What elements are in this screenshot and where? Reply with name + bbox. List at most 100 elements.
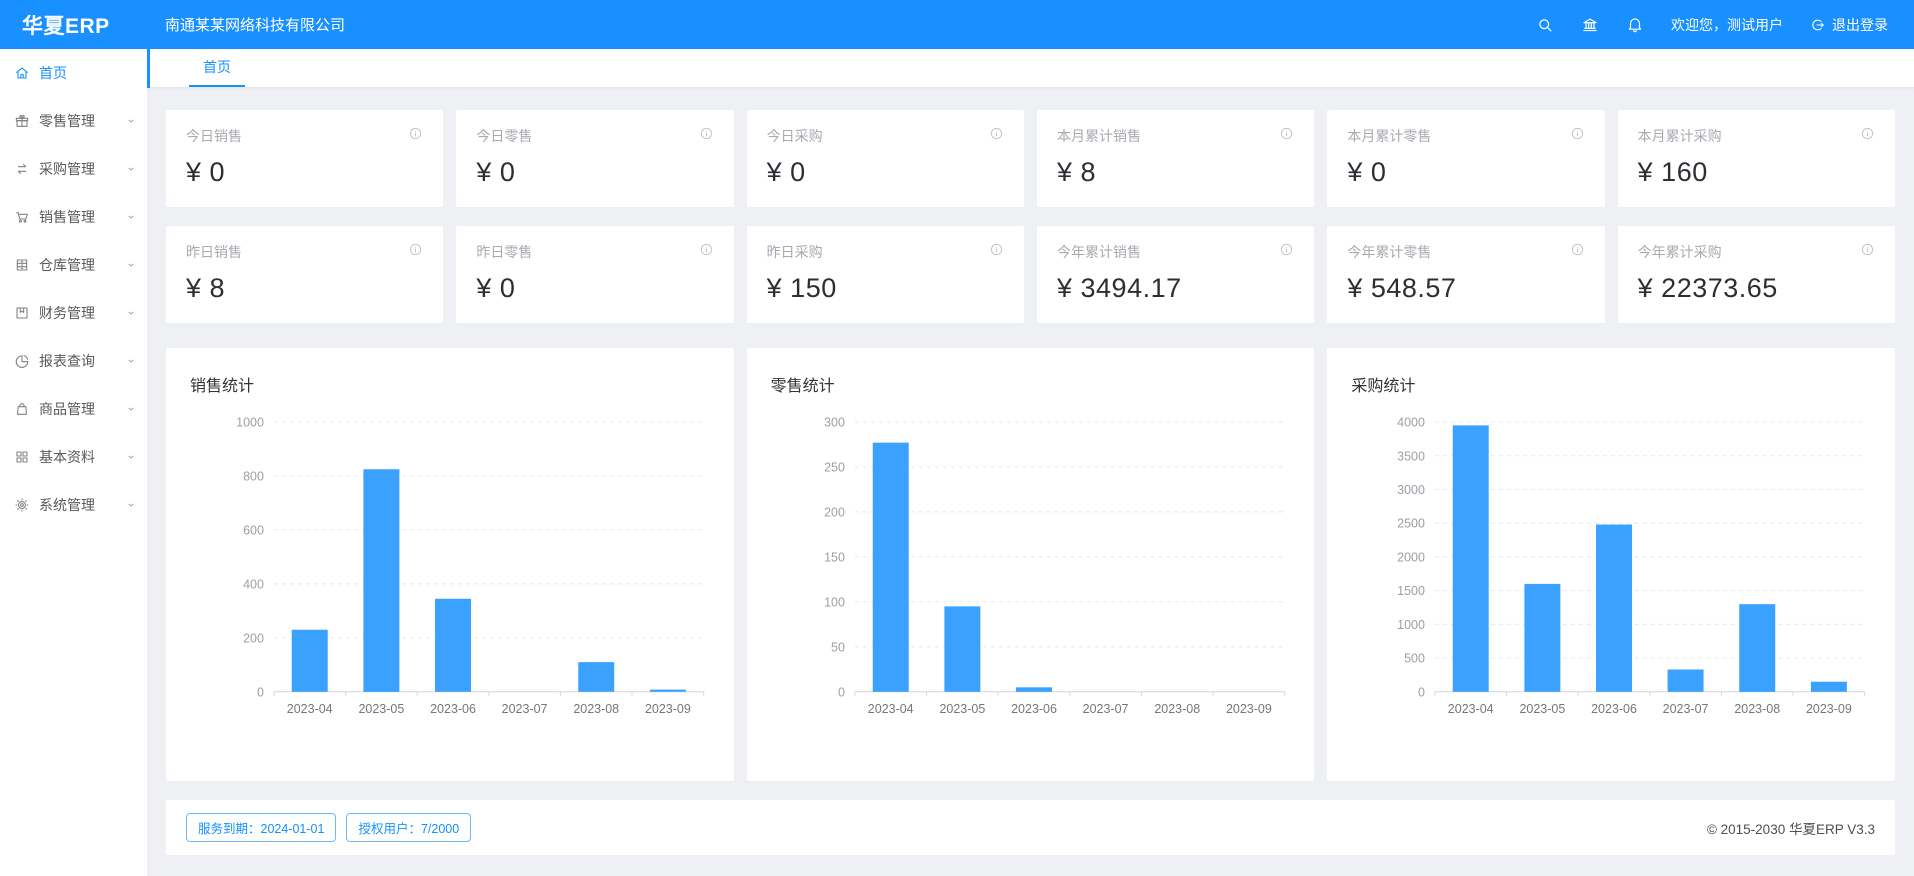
svg-text:0: 0 — [1418, 685, 1425, 699]
svg-text:2023-09: 2023-09 — [1226, 702, 1272, 716]
stat-card-month-sales: 本月累计销售 ¥ 8 — [1037, 110, 1315, 207]
sidebar-item-label: 系统管理 — [39, 497, 95, 513]
stat-value: ¥ 0 — [186, 157, 226, 187]
stat-value: ¥ 160 — [1637, 157, 1708, 187]
stat-card-today-purchase: 今日采购 ¥ 0 — [746, 110, 1024, 207]
stat-value: ¥ 3494.17 — [1057, 273, 1182, 303]
sales-chart-grid: 0 200 400 600 800 1000 — [236, 415, 705, 699]
stat-value: ¥ 8 — [1057, 157, 1097, 187]
sales-chart-bars: 2023-04 2023-05 2023-06 2023-07 2023-08 2023-… — [287, 469, 691, 716]
stat-card-header: 今日零售 — [476, 126, 713, 146]
sidebar-item-system[interactable]: 系统管理 — [0, 481, 147, 529]
chevron-down-icon — [125, 355, 137, 367]
top-bar-actions: 欢迎您，测试用户 退出登录 — [1536, 15, 1914, 35]
info-icon[interactable] — [699, 242, 714, 257]
stat-label: 今日零售 — [476, 128, 533, 144]
sales-chart-card: 销售统计 0 200 400 600 800 1000 2023-04 2023-05 2023-… — [166, 348, 734, 781]
svg-text:3500: 3500 — [1398, 449, 1426, 463]
gift-icon — [14, 113, 30, 129]
search-icon[interactable] — [1536, 16, 1554, 34]
sidebar-item-finance[interactable]: 财务管理 — [0, 289, 147, 337]
charts-grid: 销售统计 0 200 400 600 800 1000 2023-04 2023-05 2023-… — [166, 348, 1895, 781]
svg-text:2500: 2500 — [1398, 517, 1426, 531]
svg-text:2023-07: 2023-07 — [1663, 702, 1709, 716]
svg-text:1500: 1500 — [1398, 584, 1426, 598]
svg-text:300: 300 — [824, 415, 845, 429]
purchase-bar-2023-05 — [1524, 583, 1561, 692]
info-icon[interactable] — [1570, 242, 1585, 257]
svg-text:2023-07: 2023-07 — [1082, 702, 1128, 716]
stat-label: 本月累计采购 — [1637, 128, 1722, 144]
bag-icon — [14, 401, 30, 417]
stat-value: ¥ 22373.65 — [1637, 273, 1778, 303]
info-icon[interactable] — [408, 126, 423, 141]
stat-card-yesterday-sales: 昨日销售 ¥ 8 — [166, 226, 444, 323]
stat-card-header: 本月累计零售 — [1347, 126, 1584, 146]
sidebar: 首页 零售管理 采购管理 销售管理 仓库管理 财务管理 报表查询商品管理基本资料系统管理 — [0, 49, 147, 876]
bell-icon[interactable] — [1626, 16, 1644, 34]
sidebar-item-basic[interactable]: 基本资料 — [0, 433, 147, 481]
stat-label: 昨日零售 — [476, 244, 533, 260]
stat-card-yesterday-purchase: 昨日采购 ¥ 150 — [746, 226, 1024, 323]
sidebar-item-sales[interactable]: 销售管理 — [0, 193, 147, 241]
stat-value: ¥ 0 — [476, 157, 516, 187]
info-icon[interactable] — [989, 126, 1004, 141]
purchase-chart-card: 采购统计 0 500 1000 1500 2000 2500 3000 3500 4000 2023… — [1327, 348, 1895, 781]
svg-text:2023-04: 2023-04 — [287, 702, 333, 716]
chevron-down-icon — [125, 307, 137, 319]
svg-text:2023-09: 2023-09 — [1806, 702, 1852, 716]
chevron-down-icon — [125, 499, 137, 511]
sidebar-item-warehouse[interactable]: 仓库管理 — [0, 241, 147, 289]
tab-home[interactable]: 首页 — [189, 49, 245, 87]
top-bar: 华夏ERP 南通某某网络科技有限公司 欢迎您，测试用户 退出登录 — [0, 0, 1914, 49]
sales-bar-2023-04 — [291, 629, 328, 692]
app-logo[interactable]: 华夏ERP — [22, 14, 110, 38]
sidebar-item-label: 商品管理 — [39, 401, 95, 417]
svg-text:2023-06: 2023-06 — [430, 702, 476, 716]
stat-value: ¥ 0 — [1347, 157, 1387, 187]
info-icon[interactable] — [408, 242, 423, 257]
retail-bar-2023-06 — [1015, 687, 1052, 692]
svg-text:0: 0 — [257, 685, 264, 699]
svg-text:2023-08: 2023-08 — [573, 702, 619, 716]
purchase-bar-2023-07 — [1667, 669, 1704, 692]
stat-label: 本月累计零售 — [1347, 128, 1432, 144]
svg-text:2023-06: 2023-06 — [1591, 702, 1637, 716]
svg-text:2023-05: 2023-05 — [939, 702, 985, 716]
purchase-chart-bars: 2023-04 2023-05 2023-06 2023-07 2023-08 2023-… — [1448, 425, 1852, 716]
footer-badges: 服务到期：2024-01-01 授权用户：7/2000 — [186, 813, 472, 842]
info-icon[interactable] — [1279, 242, 1294, 257]
svg-text:2023-09: 2023-09 — [645, 702, 691, 716]
sidebar-item-purchase[interactable]: 采购管理 — [0, 145, 147, 193]
info-icon[interactable] — [1860, 126, 1875, 141]
tab-bar: 首页 — [147, 49, 1914, 88]
sidebar-item-goods[interactable]: 商品管理 — [0, 385, 147, 433]
svg-text:0: 0 — [838, 685, 845, 699]
info-icon[interactable] — [699, 126, 714, 141]
info-icon[interactable] — [1279, 126, 1294, 141]
info-icon[interactable] — [989, 242, 1004, 257]
sidebar-item-retail[interactable]: 零售管理 — [0, 97, 147, 145]
stat-card-year-purchase: 今年累计采购 ¥ 22373.65 — [1617, 226, 1895, 323]
chevron-down-icon — [125, 403, 137, 415]
sidebar-item-home[interactable]: 首页 — [0, 49, 147, 97]
retail-chart-grid: 0 50 100 150 200 250 300 — [824, 415, 1285, 699]
stat-card-header: 本月累计采购 — [1638, 126, 1875, 146]
svg-text:50: 50 — [831, 640, 845, 654]
info-icon[interactable] — [1860, 242, 1875, 257]
info-icon[interactable] — [1570, 126, 1585, 141]
stat-card-header: 本月累计销售 — [1057, 126, 1294, 146]
logout-button[interactable]: 退出登录 — [1810, 15, 1888, 35]
svg-text:2023-05: 2023-05 — [1520, 702, 1566, 716]
svg-text:500: 500 — [1404, 652, 1425, 666]
stat-label: 今日采购 — [766, 128, 823, 144]
bank-icon[interactable] — [1581, 16, 1599, 34]
svg-text:1000: 1000 — [236, 415, 264, 429]
sidebar-item-reports[interactable]: 报表查询 — [0, 337, 147, 385]
stat-label: 今年累计销售 — [1057, 244, 1141, 260]
swap-icon — [14, 161, 30, 177]
warehouse-icon — [14, 257, 30, 273]
